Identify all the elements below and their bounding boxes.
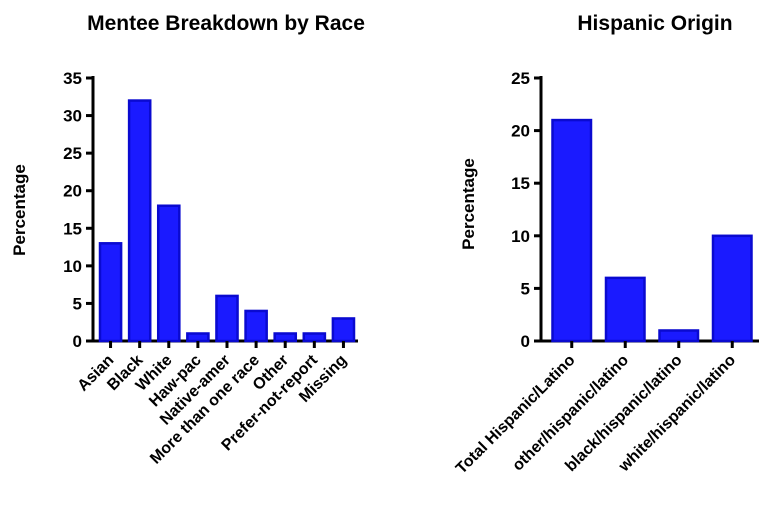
hispanic-bar: [658, 329, 700, 343]
hispanic-y-tick-label: 20: [511, 122, 530, 141]
hispanic-chart-title: Hispanic Origin: [577, 12, 732, 35]
hispanic-y-tick-label: 25: [511, 69, 530, 88]
race-chart-title: Mentee Breakdown by Race: [87, 12, 365, 35]
hispanic-y-tick-label: 15: [511, 174, 530, 193]
race-chart-y-axis-label: Percentage: [10, 164, 29, 256]
hispanic-bar: [551, 118, 593, 343]
race-bar: [302, 332, 327, 343]
race-y-tick-label: 30: [63, 107, 82, 126]
race-y-tick-label: 10: [63, 257, 82, 276]
race-y-tick-label: 15: [63, 219, 82, 238]
race-bar: [273, 332, 298, 343]
race-bar: [331, 317, 356, 343]
race-y-tick-label: 0: [73, 332, 82, 351]
race-y-tick-label: 25: [63, 144, 82, 163]
hispanic-bar: [604, 276, 646, 343]
hispanic-y-tick-label: 10: [511, 227, 530, 246]
race-y-tick-label: 35: [63, 69, 82, 88]
hispanic-chart-y-axis-label: Percentage: [459, 158, 478, 250]
race-chart: Mentee Breakdown by Race Percentage 0 5 10…: [10, 12, 365, 468]
hispanic-bar: [711, 234, 753, 343]
race-bar: [156, 204, 181, 343]
race-bar: [186, 332, 210, 343]
race-bar: [244, 309, 268, 343]
race-bar: [215, 294, 239, 343]
hispanic-origin-chart: Hispanic Origin Percentage 0510152025Tot…: [453, 12, 759, 477]
hispanic-y-tick-label: 5: [521, 279, 530, 298]
race-y-tick-label: 5: [73, 294, 82, 313]
race-y-tick-label: 20: [63, 182, 82, 201]
race-bar: [98, 242, 123, 343]
hispanic-y-tick-label: 0: [521, 332, 530, 351]
race-bar: [127, 99, 152, 343]
